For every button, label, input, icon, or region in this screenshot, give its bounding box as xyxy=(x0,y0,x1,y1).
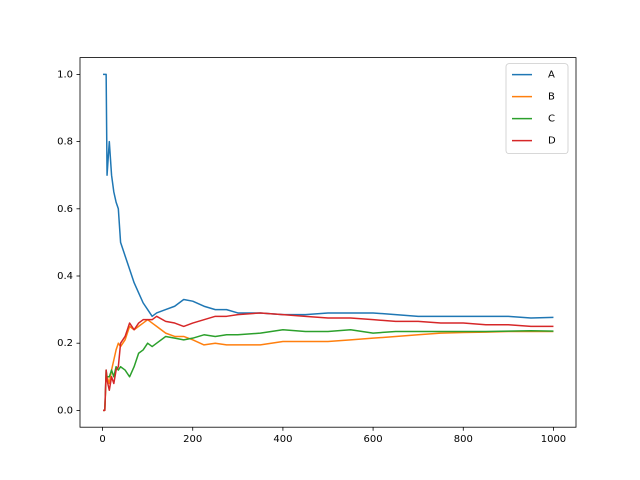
x-tick-label: 1000 xyxy=(541,434,566,445)
plot-frame xyxy=(79,57,577,428)
data-line xyxy=(103,73,554,319)
y-tick-label: 0.8 xyxy=(57,137,73,148)
y-tick-label: 0.6 xyxy=(57,204,73,215)
x-tick-label: 200 xyxy=(183,434,202,445)
legend-label: D xyxy=(548,136,556,147)
legend-label: A xyxy=(548,70,555,81)
x-tick-label: 600 xyxy=(364,434,383,445)
x-tick-label: 0 xyxy=(99,434,105,445)
x-tick-label: 400 xyxy=(273,434,292,445)
data-line xyxy=(103,318,554,412)
y-tick-label: 0.2 xyxy=(57,338,73,349)
y-tick-label: 0.0 xyxy=(57,405,73,416)
data-line xyxy=(103,312,554,412)
y-tick-label: 0.4 xyxy=(57,271,73,282)
legend-label: B xyxy=(548,92,555,103)
legend-box xyxy=(505,63,569,154)
x-tick-label: 800 xyxy=(454,434,473,445)
y-tick-label: 1.0 xyxy=(57,69,73,80)
legend-label: C xyxy=(548,114,555,125)
data-line xyxy=(103,329,554,412)
